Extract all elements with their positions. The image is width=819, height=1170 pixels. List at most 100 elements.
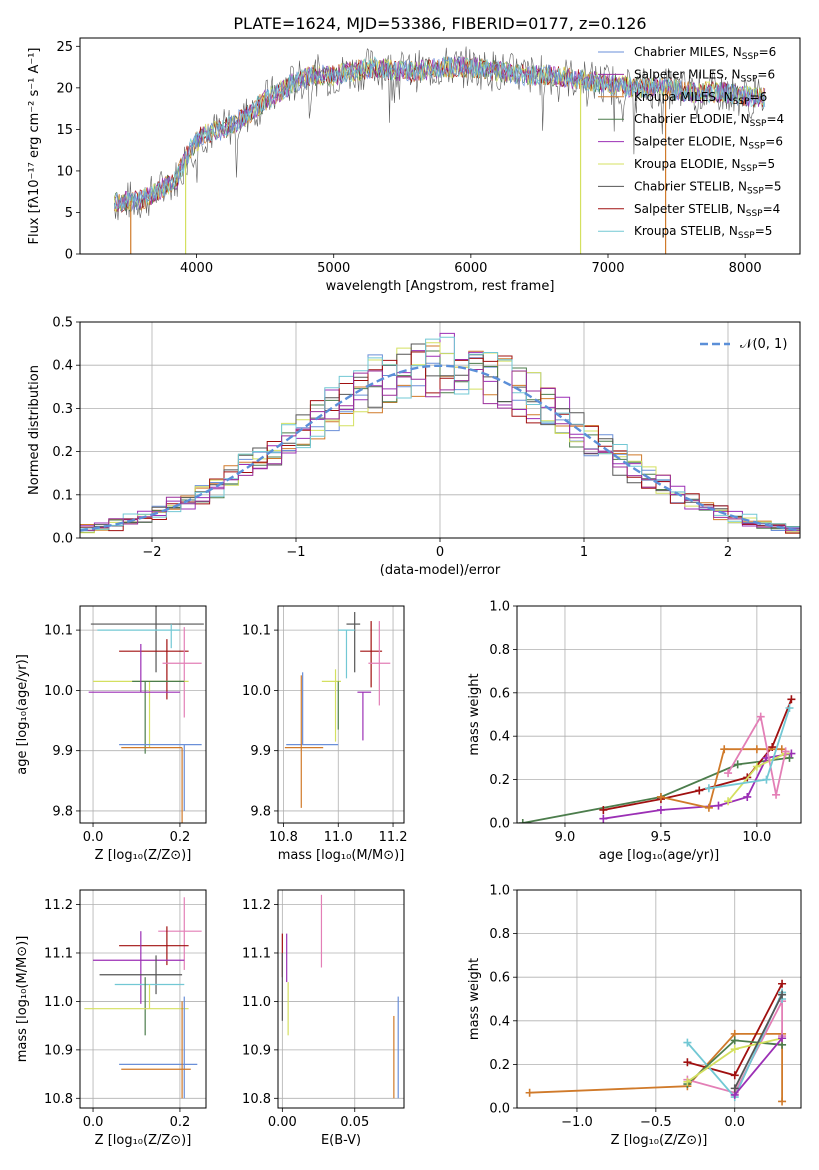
mass-weight-marker xyxy=(683,1077,692,1086)
y-tick-label: 11.1 xyxy=(242,946,271,961)
mass-weight-marker xyxy=(724,797,733,806)
y-tick-label: 11.2 xyxy=(44,898,73,913)
legend-entry-label: Salpeter STELIB, N xyxy=(634,202,746,216)
legend-entry-sub: SSP xyxy=(747,186,764,196)
y-tick-label: 25 xyxy=(56,40,73,55)
y-tick-label: 0.2 xyxy=(489,1058,510,1073)
mass-weight-marker xyxy=(778,1097,787,1106)
mass-weight-marker xyxy=(730,1084,739,1093)
axes-frame xyxy=(277,889,405,1109)
y-axis-label: age [log₁₀(age/yr)] xyxy=(15,654,30,775)
y-tick-label: 0 xyxy=(65,248,73,263)
mass-weight-line xyxy=(733,994,783,1089)
mass-weight-marker xyxy=(704,803,713,812)
legend-entry-sub: SSP xyxy=(741,164,758,174)
plot-area xyxy=(284,612,391,808)
x-tick-label: 1 xyxy=(580,545,588,560)
mass-weight-marker xyxy=(772,790,781,799)
y-axis-label: Normed distribution xyxy=(27,365,42,495)
panel-mass_vs_EBV: 0.00 0.05 10.8 10.9 11.0 11.1 11.2 E(B-V) xyxy=(242,889,405,1148)
mass-weight-marker xyxy=(778,990,787,999)
x-tick-label: 2 xyxy=(724,545,732,560)
x-tick-label: 0.0 xyxy=(724,1115,745,1130)
y-tick-label: 10.1 xyxy=(44,624,73,639)
mass-weight-marker xyxy=(683,1038,692,1047)
panel-mass_weight_vs_age: 9.0 9.5 10.0 0.0 0.2 0.4 0.6 0.8 1.0 age [log₁₀(a… xyxy=(467,600,802,863)
mass-weight-line xyxy=(734,1037,783,1096)
x-tick-label: 10.0 xyxy=(742,830,771,845)
x-tick-label: 0.0 xyxy=(83,1115,104,1130)
legend-entry-label: Chabrier MILES, N xyxy=(634,45,742,59)
mass-weight-line xyxy=(603,752,792,820)
legend-entry-sub: SSP xyxy=(738,231,755,241)
x-tick-label: 5000 xyxy=(317,261,350,276)
mass-weight-marker xyxy=(733,760,742,769)
x-axis-label: Z [log₁₀(Z/Z⊙)] xyxy=(95,1133,192,1148)
y-tick-label: 11.2 xyxy=(242,898,271,913)
plot-area xyxy=(84,897,202,1099)
legend-entry-sub: SSP xyxy=(733,97,750,107)
x-tick-label: 8000 xyxy=(729,261,762,276)
mass-weight-marker xyxy=(785,703,794,712)
y-tick-label: 0.4 xyxy=(489,730,510,745)
legend-entry-sub: SSP xyxy=(748,142,765,152)
y-tick-label: 0.2 xyxy=(52,445,73,460)
x-tick-label: −1 xyxy=(286,545,305,560)
panel-mass_weight_vs_Z: −1.0 −0.5 0.0 0.0 0.2 0.4 0.6 0.8 1.0 Z [log₁₀(Z/… xyxy=(467,884,802,1148)
mass-weight-marker xyxy=(730,1071,739,1080)
mass-weight-marker xyxy=(762,775,771,784)
mass-weight-marker xyxy=(730,1036,739,1045)
histogram-legend: 𝒩(0, 1) xyxy=(700,337,787,352)
mass-weight-marker xyxy=(714,801,723,810)
y-tick-label: 15 xyxy=(56,123,73,138)
plot-area xyxy=(281,894,399,1099)
x-tick-label: 4000 xyxy=(180,261,213,276)
x-axis-label: Z [log₁₀(Z/Z⊙)] xyxy=(95,848,192,863)
panel-age_vs_mass: 10.8 11.0 11.2 9.8 9.9 10.0 10.1 mass [log₁₀(M/… xyxy=(242,605,408,863)
y-tick-label: 0.4 xyxy=(489,1014,510,1029)
legend-entry: Salpeter MILES, NSSP=6 xyxy=(634,67,775,84)
axes-frame xyxy=(79,321,801,539)
mass-weight-marker xyxy=(756,712,765,721)
y-tick-label: 10.9 xyxy=(242,1043,271,1058)
mass-weight-marker xyxy=(787,695,796,704)
mass-weight-marker xyxy=(683,1058,692,1067)
mass-weight-marker xyxy=(781,747,790,756)
y-tick-label: 0.2 xyxy=(489,773,510,788)
legend-entry-sub: SSP xyxy=(750,119,767,129)
spectrum-line-chabrier-miles xyxy=(113,56,766,213)
panel-mass_vs_Z: 0.0 0.2 10.8 10.9 11.0 11.1 11.2 Z [log₁₀(Z/Z⊙)… xyxy=(15,889,207,1148)
axes-frame xyxy=(516,889,802,1109)
legend-entry-sub: SSP xyxy=(741,74,758,84)
x-tick-label: 9.0 xyxy=(555,830,576,845)
legend-entry-suffix: =6 xyxy=(765,135,783,149)
x-axis-label: mass [log₁₀(M/M⊙)] xyxy=(278,848,405,863)
axes-frame xyxy=(79,889,207,1109)
legend-entry: Kroupa STELIB, NSSP=5 xyxy=(634,224,772,241)
legend-entry-suffix: =5 xyxy=(757,157,775,171)
y-tick-label: 9.9 xyxy=(52,744,73,759)
y-tick-label: 10.9 xyxy=(44,1043,73,1058)
legend-entry-suffix: =6 xyxy=(750,90,768,104)
panel-spectrum: 4000 5000 6000 7000 8000 0 5 10 15 20 25 wavelength… xyxy=(27,37,801,294)
x-axis-label: age [log₁₀(age/yr)] xyxy=(599,848,720,863)
legend-entry: Chabrier STELIB, NSSP=5 xyxy=(634,179,782,196)
legend-entry-label: Chabrier ELODIE, N xyxy=(634,112,750,126)
legend-entry-suffix: =5 xyxy=(755,224,773,238)
x-tick-label: 0.00 xyxy=(268,1115,297,1130)
mass-weight-marker xyxy=(752,745,761,754)
x-tick-label: −1.0 xyxy=(561,1115,593,1130)
panel-residual_histogram: −2 −1 0 1 2 0.0 0.1 0.2 0.3 0.4 0.5 (data-model)/er… xyxy=(27,316,801,578)
x-axis-label: Z [log₁₀(Z/Z⊙)] xyxy=(611,1133,708,1148)
legend-entry-suffix: =4 xyxy=(766,112,784,126)
y-tick-label: 9.8 xyxy=(250,804,271,819)
y-tick-label: 0.1 xyxy=(52,488,73,503)
legend-entry-label: Salpeter MILES, N xyxy=(634,67,741,81)
y-tick-label: 0.0 xyxy=(489,1102,510,1117)
y-axis-label: mass weight xyxy=(467,958,482,1040)
mass-weight-marker xyxy=(656,805,665,814)
histogram-kroupa-stelib xyxy=(80,336,800,530)
panel-age_vs_Z: 0.0 0.2 9.8 9.9 10.0 10.1 Z [log₁₀(Z/Z⊙)] age [… xyxy=(15,605,207,863)
mass-weight-marker xyxy=(778,1034,787,1043)
legend-entry-label: Kroupa ELODIE, N xyxy=(634,157,741,171)
